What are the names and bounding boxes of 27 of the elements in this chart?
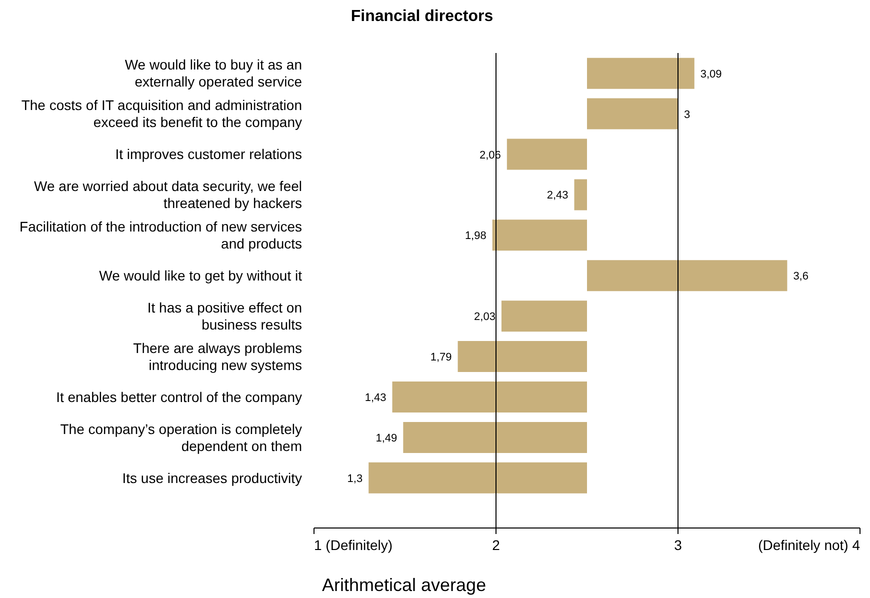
data-label: 3 [684, 108, 690, 121]
chart-title: Financial directors [350, 8, 494, 26]
data-label: 1,79 [430, 352, 452, 364]
y-tick-label: We would like to buy it as an externally operated service [124, 56, 302, 90]
data-label: 3,09 [700, 68, 722, 80]
data-label: 1,98 [464, 230, 486, 242]
data-label: 1,43 [364, 392, 386, 404]
x-tick-label: 3 [674, 537, 682, 553]
y-tick-label: It improves customer relations [115, 146, 302, 162]
y-tick-label: We are worried about data security, we feel threatened by hackers [34, 178, 302, 212]
y-tick-label: It has a positive effect on business results [147, 299, 302, 332]
x-axis-title: Arithmetical average [322, 575, 486, 596]
data-label: 2,43 [546, 190, 568, 202]
x-tick-label: (Definitely not) 4 [758, 537, 860, 553]
data-label: 2,03 [474, 311, 496, 324]
data-label: 3,6 [793, 270, 808, 283]
y-tick-label: The company’s operation is completely dependent on them [60, 420, 302, 454]
x-tick-label: 2 [492, 537, 500, 553]
y-tick-label: It enables better control of the company [56, 388, 302, 405]
y-tick-label: Facilitation of the introduction of new services and products [20, 218, 302, 252]
y-tick-label: There are always problems introducing new systems [133, 340, 302, 373]
y-tick-label: The costs of IT acquisition and administration exceed its benefit to the company [21, 97, 302, 130]
x-tick-label: 1 (Definitely) [314, 537, 393, 553]
y-tick-label: Its use increases productivity [122, 470, 302, 486]
data-label: 1,49 [376, 432, 398, 444]
y-tick-label: We would like to get by without it [99, 268, 302, 284]
data-label: 1,3 [347, 472, 363, 485]
